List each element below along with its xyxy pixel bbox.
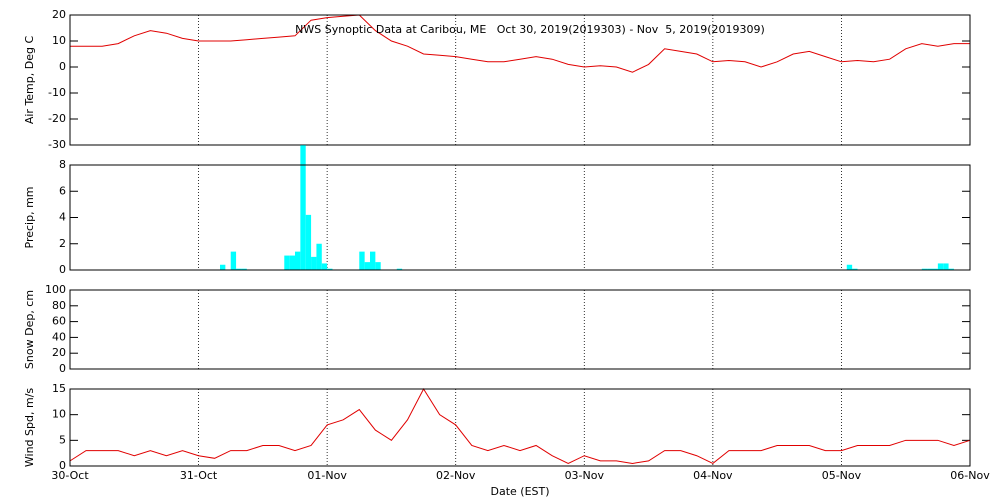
bar (220, 264, 226, 270)
y-tick-label: 0 (59, 362, 66, 375)
x-tick-label: 31-Oct (180, 469, 218, 482)
y-tick-label: 100 (45, 283, 66, 296)
y-axis-label: Air Temp, Deg C (23, 36, 36, 125)
bar (921, 268, 928, 270)
bar (937, 263, 944, 270)
y-tick-label: 5 (59, 433, 66, 446)
x-axis-label: Date (EST) (490, 485, 549, 498)
y-axis-label: Snow Dep, cm (23, 290, 36, 369)
y-tick-label: -20 (48, 112, 66, 125)
y-tick-label: 10 (52, 34, 66, 47)
bar (311, 256, 317, 270)
line (69, 387, 971, 465)
y-tick-label: 0 (59, 60, 66, 73)
bar (327, 268, 333, 270)
x-tick-label: 04-Nov (693, 469, 733, 482)
bar (316, 243, 322, 270)
chart-title: NWS Synoptic Data at Caribou, ME Oct 30,… (295, 23, 765, 36)
y-tick-label: 6 (59, 184, 66, 197)
bar (295, 251, 301, 270)
y-tick-label: 20 (52, 8, 66, 21)
y-tick-label: 20 (52, 346, 66, 359)
plot-frame (69, 164, 971, 271)
y-tick-label: -30 (48, 138, 66, 151)
x-tick-label: 06-Nov (950, 469, 990, 482)
x-tick-label: 02-Nov (436, 469, 476, 482)
bar (359, 251, 365, 270)
x-tick-label: 03-Nov (565, 469, 605, 482)
bar (948, 268, 954, 270)
bar (300, 145, 306, 270)
y-tick-label: 4 (59, 211, 66, 224)
y-tick-label: 0 (59, 263, 66, 276)
x-tick-label: 05-Nov (822, 469, 862, 482)
bar (289, 255, 295, 270)
bar (230, 251, 237, 270)
bar (846, 264, 853, 270)
y-tick-label: 15 (52, 382, 66, 395)
bar (852, 268, 858, 270)
plot-frame (69, 289, 971, 370)
y-tick-label: 10 (52, 408, 66, 421)
bar (236, 268, 242, 270)
bar (364, 262, 370, 270)
y-tick-label: 8 (59, 158, 66, 171)
bar (932, 268, 938, 270)
bar (396, 268, 403, 270)
bar (241, 268, 247, 270)
y-tick-label: 80 (52, 299, 66, 312)
bar (375, 262, 381, 270)
x-tick-label: 01-Nov (307, 469, 347, 482)
y-tick-label: 40 (52, 330, 66, 343)
y-axis-label: Precip, mm (23, 187, 36, 249)
y-tick-label: 0 (59, 459, 66, 472)
plot-frame (69, 14, 971, 146)
y-tick-label: -10 (48, 86, 66, 99)
x-tick-label: 30-Oct (51, 469, 89, 482)
bar (321, 263, 328, 270)
bar (305, 214, 312, 270)
y-axis-label: Wind Spd, m/s (23, 388, 36, 468)
line (70, 14, 970, 73)
y-tick-label: 2 (59, 237, 66, 250)
bar (370, 251, 376, 270)
bar (284, 255, 290, 270)
bar (943, 263, 949, 270)
bar (927, 268, 933, 270)
y-tick-label: 60 (52, 315, 66, 328)
plot-frame (69, 388, 971, 467)
